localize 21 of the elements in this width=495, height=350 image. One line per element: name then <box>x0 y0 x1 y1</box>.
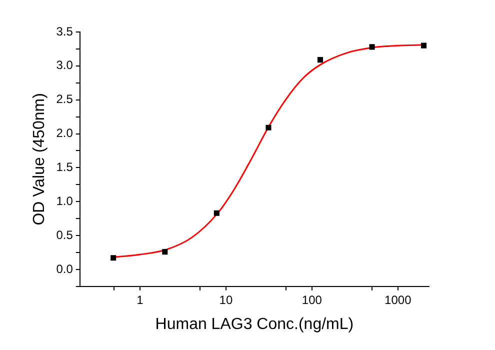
point <box>317 57 324 63</box>
x-axis-title: Human LAG3 Conc.(ng/mL) <box>155 316 354 333</box>
x-tick-label: 10 <box>219 292 233 307</box>
x-tick-label: 1 <box>136 292 144 307</box>
x-tick-label: 1000 <box>384 292 412 307</box>
point <box>162 249 168 255</box>
x-tick-label: 100 <box>302 292 322 307</box>
y-tick-label: 1.5 <box>56 160 74 174</box>
text: 0.0 <box>56 262 73 276</box>
text: 2.0 <box>56 126 73 140</box>
point <box>369 44 375 50</box>
point <box>110 255 116 261</box>
point <box>214 210 220 216</box>
text: 3.0 <box>56 58 73 72</box>
y-axis-title: OD Value (450nm) <box>31 93 48 226</box>
point <box>421 42 427 48</box>
point <box>266 124 272 130</box>
text: 1.0 <box>56 194 73 208</box>
y-tick-label: 2.5 <box>56 92 74 106</box>
y-tick-label: 0.5 <box>56 228 74 242</box>
y-tick-label: 3.5 <box>56 24 74 38</box>
